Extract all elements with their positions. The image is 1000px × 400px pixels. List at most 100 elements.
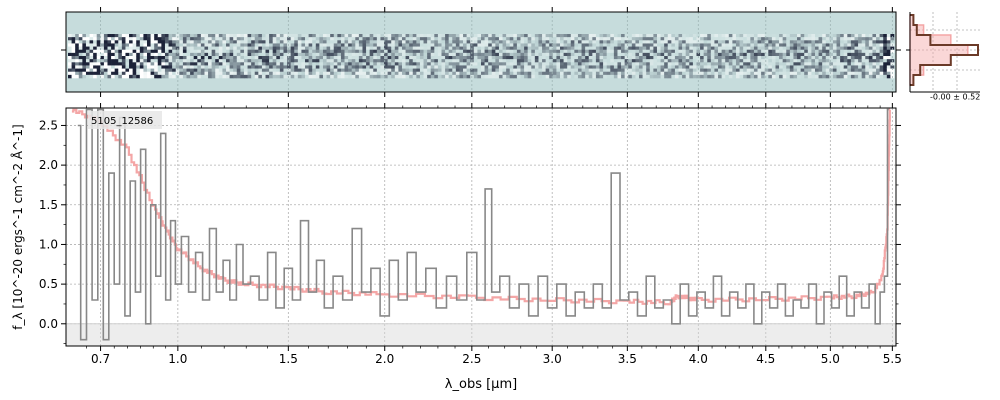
heatmap-cell [732,43,737,47]
heatmap-cell [161,65,166,69]
heatmap-cell [682,65,686,69]
heatmap-cell [649,40,654,44]
heatmap-cell [132,71,137,76]
heatmap-cell [423,52,428,57]
heatmap-cell [531,40,536,44]
heatmap-cell [721,65,726,69]
heatmap-cell [764,43,769,47]
heatmap-cell [879,56,884,60]
heatmap-cell [222,62,227,66]
heatmap-cell [484,68,489,73]
x-tick-label: 1.5 [279,352,298,366]
heatmap-cell [692,37,697,41]
heatmap-cell [473,37,478,41]
heatmap-cell [193,62,198,66]
heatmap-cell [121,62,126,66]
heatmap-cell [807,52,812,57]
heatmap-cell [671,71,676,76]
heatmap-cell [434,40,439,44]
heatmap-cell [459,40,464,44]
heatmap-cell [667,46,672,51]
heatmap-cell [624,49,629,54]
heatmap-cell [477,46,482,51]
heatmap-cell [175,37,180,41]
heatmap-cell [692,56,697,60]
heatmap-cell [549,74,554,79]
heatmap-cell [782,65,787,69]
heatmap-cell [355,68,360,73]
heatmap-cell [818,71,823,76]
heatmap-cell [416,56,421,60]
heatmap-cell [667,62,672,66]
heatmap-cell [761,34,766,38]
heatmap-cell [814,37,819,41]
heatmap-cell [761,62,766,66]
heatmap-cell [804,37,809,41]
heatmap-cell [664,56,669,60]
heatmap-cell [613,59,618,63]
heatmap-cell [387,62,392,66]
heatmap-cell [667,59,672,63]
heatmap-cell [477,71,482,76]
heatmap-cell [290,37,295,41]
heatmap-cell [315,71,320,76]
heatmap-cell [617,49,622,54]
heatmap-cell [75,65,80,69]
heatmap-cell [172,40,177,44]
heatmap-cell [743,59,748,63]
heatmap-cell [211,49,216,54]
x-tick-label: 1.0 [168,352,187,366]
heatmap-cell [283,43,288,47]
heatmap-cell [222,59,227,63]
heatmap-cell [872,43,877,47]
heatmap-cell [103,34,108,38]
heatmap-cell [445,52,449,57]
heatmap-cell [215,46,220,51]
heatmap-cell [491,46,496,51]
heatmap-cell [398,65,403,69]
heatmap-cell [330,71,335,76]
heatmap-cell [656,52,661,57]
heatmap-cell [312,62,317,66]
heatmap-cell [226,56,230,60]
heatmap-cell [509,59,514,63]
heatmap-cell [182,56,187,60]
heatmap-cell [883,59,888,63]
heatmap-cell [261,59,266,63]
heatmap-cell [570,59,575,63]
heatmap-cell [574,43,579,47]
heatmap-cell [779,56,783,60]
heatmap-cell [312,68,317,73]
heatmap-cell [506,68,511,73]
heatmap-cell [718,59,722,63]
heatmap-cell [272,65,277,69]
heatmap-cell [560,37,564,41]
heatmap-cell [581,43,586,47]
heatmap-cell [484,74,489,79]
heatmap-cell [287,68,291,73]
heatmap-cell [333,52,338,57]
heatmap-cell [190,49,194,54]
heatmap-cell [872,52,877,57]
heatmap-cell [322,68,327,73]
heatmap-cell [455,71,460,76]
heatmap-cell [362,40,367,44]
heatmap-cell [685,74,690,79]
heatmap-cell [340,46,345,51]
heatmap-cell [204,43,209,47]
heatmap-cell [822,56,827,60]
heatmap-cell [398,40,403,44]
heatmap-cell [315,68,320,73]
heatmap-cell [143,40,148,44]
heatmap-cell [93,59,98,63]
heatmap-cell [498,46,503,51]
heatmap-cell [585,59,590,63]
heatmap-cell [753,52,758,57]
heatmap-cell [430,59,435,63]
heatmap-cell [229,52,234,57]
heatmap-cell [434,68,439,73]
heatmap-cell [807,34,812,38]
heatmap-cell [628,49,633,54]
heatmap-cell [398,59,403,63]
heatmap-cell [646,74,651,79]
